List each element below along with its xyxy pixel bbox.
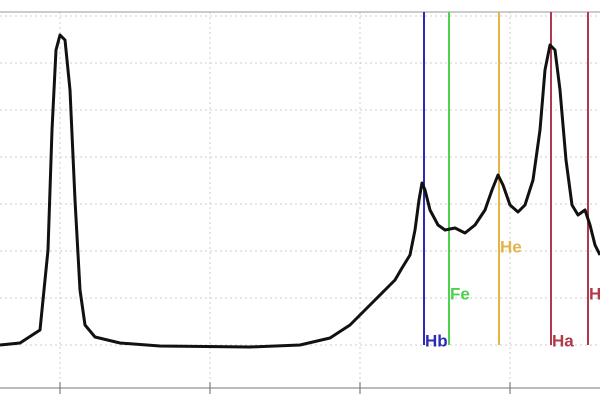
- marker-label: He: [500, 237, 522, 256]
- spectrum-line: [0, 33, 600, 349]
- marker-label: Fe: [450, 284, 470, 303]
- marker-label: Hb: [425, 331, 448, 350]
- marker-label: H: [589, 284, 600, 303]
- marker-label: Ha: [552, 331, 574, 350]
